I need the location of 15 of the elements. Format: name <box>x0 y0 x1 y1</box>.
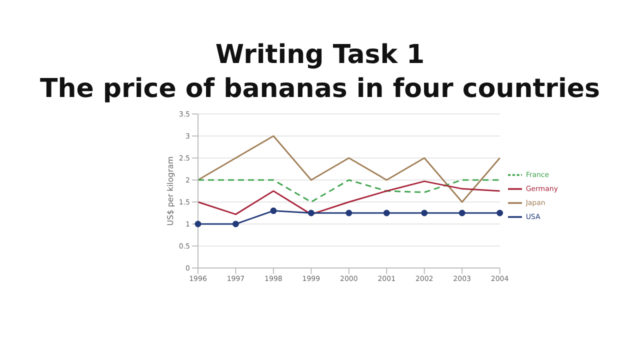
chart-title: Writing Task 1 <box>214 39 426 72</box>
point <box>194 220 202 228</box>
point <box>496 210 504 216</box>
line-series <box>197 180 501 216</box>
point <box>458 210 466 216</box>
y-axis-title: US$ per kilogram <box>166 156 175 226</box>
line-series <box>197 135 501 203</box>
point <box>383 210 390 216</box>
point <box>308 210 314 216</box>
point <box>421 210 428 216</box>
point <box>346 210 352 216</box>
chart-subtitle: The price of bananas in four countries <box>39 73 601 106</box>
point <box>270 208 277 214</box>
point <box>232 220 239 228</box>
line-series <box>197 179 501 203</box>
